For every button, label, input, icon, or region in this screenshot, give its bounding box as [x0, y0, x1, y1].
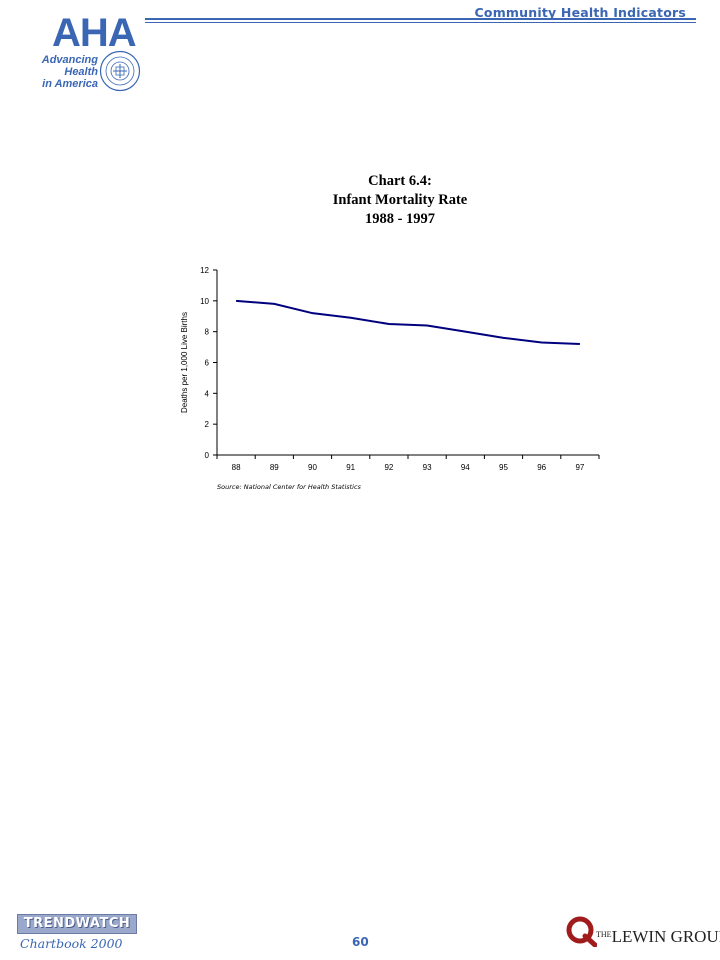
trendwatch-badge: TRENDWATCH	[17, 914, 137, 934]
lewin-group-logo: THELEWIN GROUP	[565, 915, 720, 947]
aha-tagline: Advancing Health in America	[12, 54, 98, 90]
y-tick-label: 6	[205, 359, 210, 368]
y-tick-label: 12	[200, 266, 209, 275]
x-tick-label: 91	[346, 463, 355, 472]
x-tick-label: 96	[537, 463, 546, 472]
y-tick-label: 0	[205, 451, 210, 460]
chart-title: Chart 6.4: Infant Mortality Rate 1988 - …	[0, 172, 720, 229]
source-note: Source: National Center for Health Stati…	[217, 483, 362, 491]
page-number: 60	[352, 935, 369, 949]
y-tick-label: 4	[205, 389, 210, 398]
trendwatch-logo: TRENDWATCH Chartbook 2000	[17, 914, 137, 951]
chart-title-line2: Infant Mortality Rate	[332, 192, 468, 208]
section-title: Community Health Indicators	[474, 5, 686, 20]
tagline-line2: in America	[42, 78, 98, 90]
aha-logo: AHA	[52, 11, 137, 55]
line-chart: 0 2 4 6 8 10 12 88 89 90 91 92 93 94 95 96 97 Deaths per …	[180, 266, 600, 491]
lewin-the: THE	[596, 930, 612, 939]
y-tick-label: 2	[205, 420, 210, 429]
x-tick-label: 92	[384, 463, 393, 472]
lewin-q-icon	[566, 916, 597, 947]
x-tick-label: 93	[423, 463, 432, 472]
x-tick-label: 88	[232, 463, 241, 472]
lewin-text: THELEWIN GROUP	[596, 927, 720, 947]
tagline-line1: Advancing Health	[41, 54, 98, 78]
chart-title-line1: Chart 6.4:	[368, 173, 432, 189]
x-tick-label: 97	[575, 463, 584, 472]
series-line	[236, 299, 580, 345]
x-tick-label: 95	[499, 463, 508, 472]
chartbook-label: Chartbook 2000	[20, 936, 123, 951]
x-tick-label: 89	[270, 463, 279, 472]
y-axis-label: Deaths per 1,000 Live Births	[180, 312, 189, 413]
x-tick-label: 90	[308, 463, 317, 472]
chart-title-line3: 1988 - 1997	[364, 211, 436, 227]
header-rule	[145, 18, 696, 24]
seal-icon	[99, 50, 141, 92]
y-tick-label: 10	[200, 297, 209, 306]
x-tick-label: 94	[461, 463, 470, 472]
y-tick-label: 8	[205, 328, 210, 337]
lewin-name: LEWIN GROUP	[611, 927, 720, 946]
